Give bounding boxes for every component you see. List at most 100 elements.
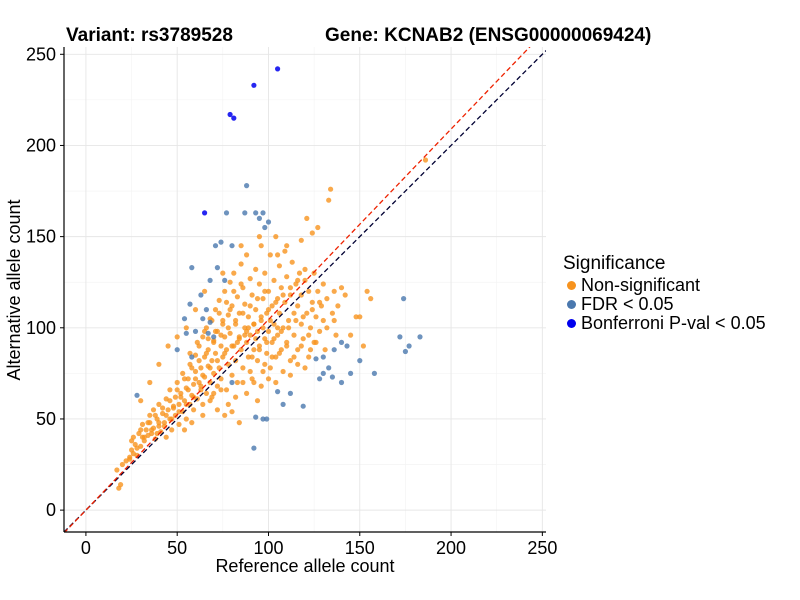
point-non-significant	[227, 330, 233, 336]
point-non-significant	[238, 281, 244, 287]
point-non-significant	[273, 234, 279, 240]
point-non-significant	[225, 312, 231, 318]
point-non-significant	[322, 347, 328, 353]
point-non-significant	[262, 270, 268, 276]
point-non-significant	[287, 285, 293, 291]
point-fdr	[203, 307, 209, 313]
point-non-significant	[309, 307, 315, 313]
point-non-significant	[306, 332, 312, 338]
point-non-significant	[271, 277, 277, 283]
point-non-significant	[167, 387, 173, 393]
legend-item-bonferroni: Bonferroni P-val < 0.05	[563, 314, 766, 333]
point-non-significant	[165, 343, 171, 349]
point-non-significant	[286, 325, 292, 331]
legend-label: Non-significant	[581, 275, 701, 295]
point-non-significant	[147, 412, 153, 418]
point-non-significant	[260, 325, 266, 331]
point-fdr	[262, 224, 268, 231]
point-non-significant	[291, 332, 297, 338]
point-fdr	[256, 215, 262, 221]
point-non-significant	[212, 350, 219, 356]
point-non-significant	[181, 427, 188, 433]
point-non-significant	[320, 317, 326, 324]
x-axis-label: Reference allele count	[215, 556, 394, 576]
point-non-significant	[189, 365, 195, 371]
point-non-significant	[147, 379, 153, 386]
point-non-significant	[275, 325, 281, 331]
point-non-significant	[304, 215, 310, 221]
point-non-significant	[218, 387, 224, 393]
point-non-significant	[207, 365, 213, 371]
point-fdr	[207, 319, 213, 325]
point-non-significant	[156, 361, 162, 367]
point-fdr	[317, 376, 323, 382]
point-non-significant	[183, 325, 189, 331]
point-non-significant	[225, 401, 231, 407]
point-non-significant	[234, 339, 240, 345]
point-non-significant	[222, 412, 228, 418]
point-non-significant	[333, 332, 339, 338]
point-non-significant	[284, 243, 290, 249]
point-non-significant	[198, 383, 204, 389]
point-non-significant	[216, 297, 222, 303]
point-non-significant	[191, 407, 197, 413]
point-fdr	[189, 354, 195, 360]
point-non-significant	[234, 294, 240, 300]
point-non-significant	[275, 332, 281, 338]
point-non-significant	[291, 310, 297, 316]
point-non-significant	[242, 301, 248, 307]
point-non-significant	[130, 434, 136, 440]
point-non-significant	[238, 261, 244, 267]
point-fdr	[181, 316, 188, 322]
data-points	[114, 66, 429, 491]
point-non-significant	[178, 394, 184, 400]
point-non-significant	[329, 310, 335, 316]
point-fdr	[348, 370, 354, 376]
point-non-significant	[156, 423, 162, 429]
point-non-significant	[265, 328, 272, 334]
point-non-significant	[295, 361, 301, 367]
point-non-significant	[183, 416, 189, 422]
point-non-significant	[191, 381, 197, 387]
point-fdr	[134, 392, 140, 398]
point-fdr	[253, 210, 259, 216]
point-non-significant	[127, 456, 133, 462]
point-non-significant	[192, 376, 199, 382]
identity-line	[64, 50, 546, 532]
point-non-significant	[207, 398, 213, 404]
point-non-significant	[172, 394, 178, 400]
point-non-significant	[200, 401, 206, 407]
point-non-significant	[360, 343, 366, 349]
point-non-significant	[212, 307, 219, 313]
point-non-significant	[185, 387, 191, 393]
point-non-significant	[200, 412, 206, 418]
point-non-significant	[328, 186, 334, 192]
point-non-significant	[273, 379, 279, 386]
point-fdr	[260, 210, 266, 216]
point-non-significant	[265, 288, 272, 294]
point-non-significant	[223, 387, 230, 393]
point-non-significant	[306, 288, 312, 294]
point-non-significant	[326, 197, 332, 203]
point-non-significant	[313, 314, 319, 320]
point-fdr	[300, 403, 306, 409]
point-fdr	[174, 347, 180, 353]
point-non-significant	[364, 288, 370, 294]
point-non-significant	[211, 390, 217, 396]
point-fdr	[357, 358, 363, 364]
point-non-significant	[194, 339, 200, 345]
point-non-significant	[422, 157, 429, 163]
point-non-significant	[280, 292, 286, 298]
point-non-significant	[247, 276, 253, 282]
point-non-significant	[342, 292, 348, 298]
point-non-significant	[198, 365, 204, 371]
point-non-significant	[275, 252, 281, 258]
point-non-significant	[262, 361, 268, 367]
point-non-significant	[247, 368, 253, 375]
point-fdr	[401, 296, 407, 302]
point-non-significant	[254, 358, 261, 364]
point-non-significant	[225, 325, 231, 331]
legend-label: Bonferroni P-val < 0.05	[581, 313, 766, 333]
point-non-significant	[220, 321, 226, 327]
